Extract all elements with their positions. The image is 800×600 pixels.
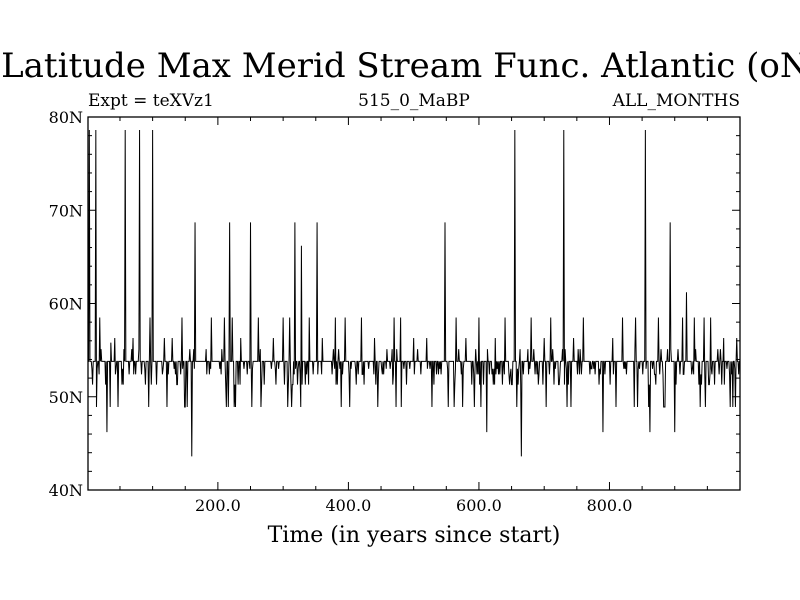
x-tick-label: 400.0	[326, 496, 372, 515]
experiment-label: Expt = teXVz1	[88, 91, 214, 111]
chart-title: Latitude Max Merid Stream Func. Atlantic…	[1, 46, 800, 86]
months-label: ALL_MONTHS	[612, 91, 740, 111]
y-tick-label: 50N	[49, 388, 83, 407]
y-tick-label: 70N	[49, 201, 83, 220]
series-line	[88, 130, 740, 457]
x-tick-label: 800.0	[587, 496, 633, 515]
y-tick-label: 60N	[49, 295, 83, 314]
x-tick-label: 200.0	[195, 496, 241, 515]
x-axis-label: Time (in years since start)	[268, 523, 561, 548]
y-tick-label: 80N	[49, 108, 83, 127]
x-tick-label: 600.0	[456, 496, 502, 515]
period-label: 515_0_MaBP	[358, 91, 470, 111]
y-tick-label: 40N	[49, 481, 83, 500]
series-layer	[88, 130, 740, 457]
plot-frame	[87, 116, 741, 491]
axis-layer: 200.0 400.0 600.0 800.0 40N 50N 60N 70N 80N	[49, 108, 740, 515]
